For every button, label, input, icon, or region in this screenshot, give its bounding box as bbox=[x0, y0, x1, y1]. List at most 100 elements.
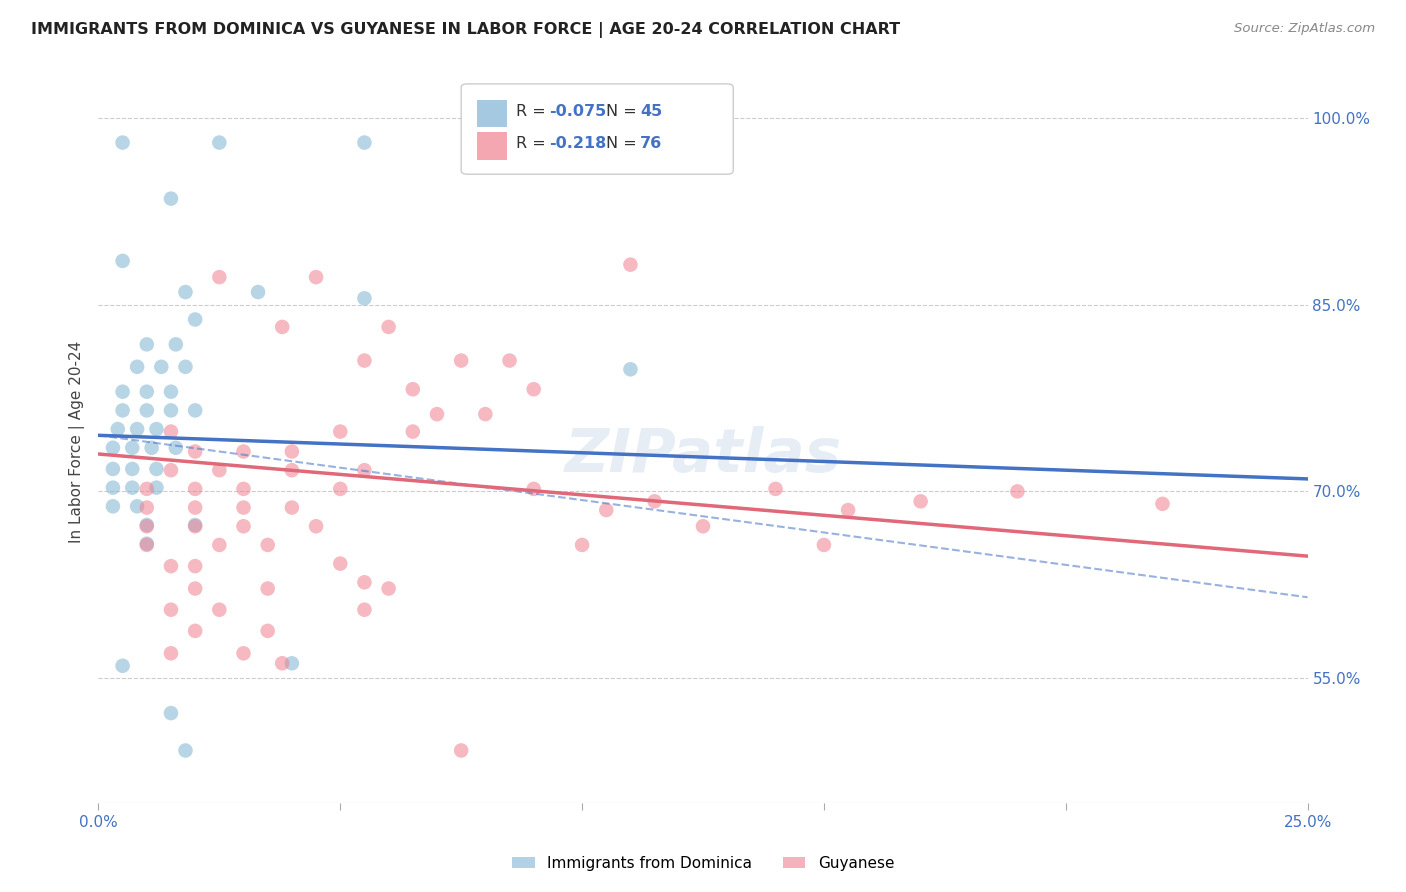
Text: Source: ZipAtlas.com: Source: ZipAtlas.com bbox=[1234, 22, 1375, 36]
Point bbox=[160, 559, 183, 574]
Point bbox=[160, 706, 183, 720]
Point bbox=[353, 575, 375, 590]
Point bbox=[450, 743, 472, 757]
Point bbox=[619, 362, 641, 376]
Point bbox=[765, 482, 787, 496]
Point bbox=[184, 500, 207, 515]
Point bbox=[121, 462, 143, 476]
Text: -0.075: -0.075 bbox=[550, 103, 606, 119]
Point bbox=[121, 441, 143, 455]
Point bbox=[184, 444, 207, 458]
Text: IMMIGRANTS FROM DOMINICA VS GUYANESE IN LABOR FORCE | AGE 20-24 CORRELATION CHAR: IMMIGRANTS FROM DOMINICA VS GUYANESE IN … bbox=[31, 22, 900, 38]
Point bbox=[281, 657, 304, 671]
Point bbox=[145, 481, 167, 495]
Point bbox=[160, 603, 183, 617]
Point bbox=[174, 359, 197, 374]
Point bbox=[450, 353, 472, 368]
Point bbox=[256, 538, 278, 552]
Point bbox=[619, 258, 641, 272]
Point bbox=[135, 519, 157, 533]
Bar bbox=[477, 132, 508, 160]
Point bbox=[111, 658, 134, 673]
Text: 76: 76 bbox=[640, 136, 662, 152]
Point bbox=[377, 320, 399, 334]
FancyBboxPatch shape bbox=[461, 84, 734, 174]
Point bbox=[232, 444, 254, 458]
Point bbox=[353, 353, 375, 368]
Point bbox=[141, 441, 163, 455]
Point bbox=[353, 291, 375, 305]
Point bbox=[174, 743, 197, 757]
Point bbox=[135, 518, 157, 533]
Point bbox=[111, 253, 134, 268]
Point bbox=[107, 422, 129, 436]
Point bbox=[329, 482, 352, 496]
Point bbox=[498, 353, 520, 368]
Point bbox=[208, 603, 231, 617]
Text: N =: N = bbox=[606, 103, 637, 119]
Point bbox=[402, 382, 425, 396]
Point bbox=[208, 463, 231, 477]
Point bbox=[101, 481, 124, 495]
Point bbox=[329, 557, 352, 571]
Point bbox=[121, 481, 143, 495]
Y-axis label: In Labor Force | Age 20-24: In Labor Force | Age 20-24 bbox=[69, 341, 84, 542]
Point bbox=[329, 425, 352, 439]
Point bbox=[135, 403, 157, 417]
Point bbox=[135, 537, 157, 551]
Point bbox=[165, 441, 187, 455]
Point bbox=[377, 582, 399, 596]
Point bbox=[111, 403, 134, 417]
Point bbox=[208, 270, 231, 285]
Point bbox=[837, 503, 859, 517]
Point bbox=[184, 582, 207, 596]
Point bbox=[281, 463, 304, 477]
Point bbox=[571, 538, 593, 552]
Point bbox=[474, 407, 496, 421]
Point bbox=[101, 441, 124, 455]
Text: 45: 45 bbox=[640, 103, 662, 119]
Point bbox=[208, 136, 231, 150]
Point bbox=[160, 403, 183, 417]
Point bbox=[523, 482, 546, 496]
Point bbox=[184, 312, 207, 326]
Point bbox=[208, 538, 231, 552]
Point bbox=[111, 136, 134, 150]
Point bbox=[305, 519, 328, 533]
Point bbox=[426, 407, 449, 421]
Point bbox=[184, 482, 207, 496]
Text: N =: N = bbox=[606, 136, 637, 152]
Point bbox=[184, 559, 207, 574]
Point bbox=[101, 462, 124, 476]
Point bbox=[127, 422, 149, 436]
Text: -0.218: -0.218 bbox=[550, 136, 606, 152]
Point bbox=[184, 519, 207, 533]
Legend: Immigrants from Dominica, Guyanese: Immigrants from Dominica, Guyanese bbox=[506, 850, 900, 877]
Point bbox=[135, 538, 157, 552]
Point bbox=[135, 384, 157, 399]
Point bbox=[160, 384, 183, 399]
Point bbox=[127, 359, 149, 374]
Point bbox=[256, 582, 278, 596]
Point bbox=[281, 444, 304, 458]
Point bbox=[353, 463, 375, 477]
Point bbox=[160, 425, 183, 439]
Point bbox=[160, 463, 183, 477]
Point bbox=[145, 462, 167, 476]
Point bbox=[232, 646, 254, 660]
Point bbox=[111, 384, 134, 399]
Point bbox=[1007, 484, 1029, 499]
Point bbox=[813, 538, 835, 552]
Text: R =: R = bbox=[516, 103, 546, 119]
Point bbox=[595, 503, 617, 517]
Point bbox=[184, 518, 207, 533]
Text: ZIPatlas: ZIPatlas bbox=[564, 426, 842, 485]
Point bbox=[232, 482, 254, 496]
Point bbox=[256, 624, 278, 638]
Point bbox=[184, 403, 207, 417]
Point bbox=[101, 500, 124, 514]
Point bbox=[353, 603, 375, 617]
Point bbox=[160, 192, 183, 206]
Text: R =: R = bbox=[516, 136, 546, 152]
Point bbox=[271, 320, 294, 334]
